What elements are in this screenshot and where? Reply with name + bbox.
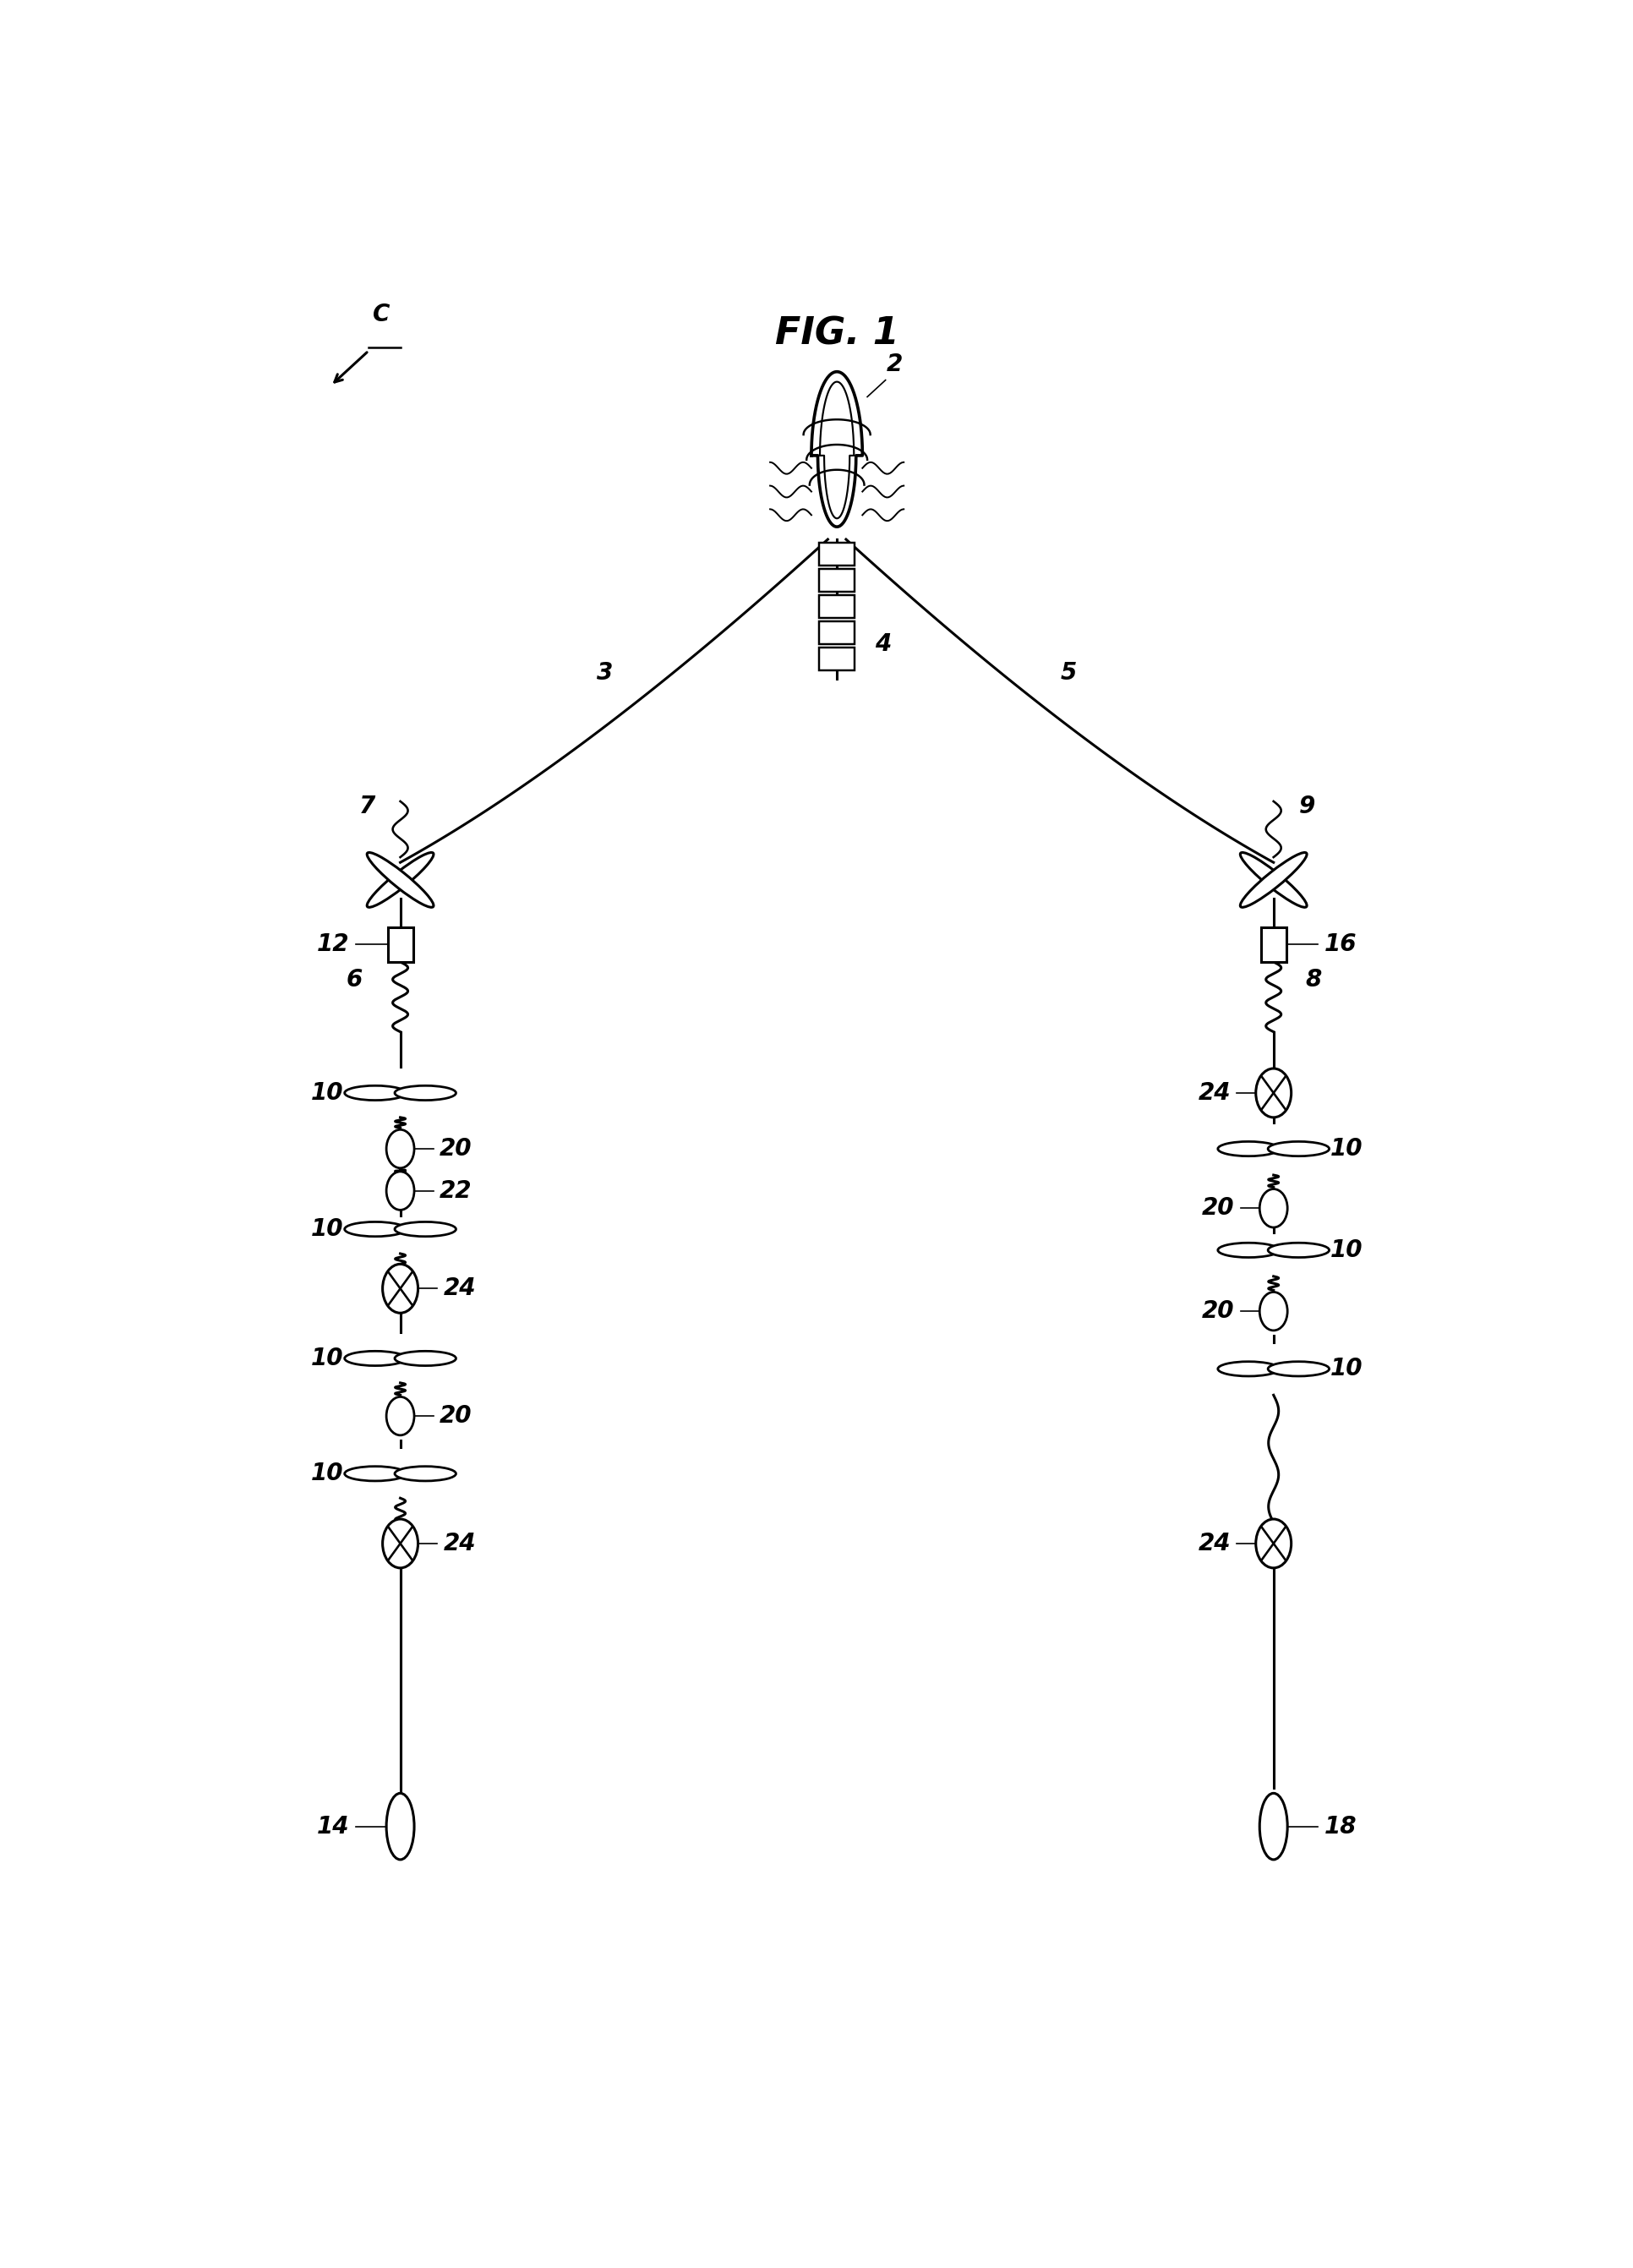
Text: 6: 6 (346, 968, 363, 991)
Circle shape (387, 1129, 415, 1168)
Text: 24: 24 (1199, 1531, 1231, 1556)
Text: 10: 10 (1331, 1238, 1364, 1261)
Text: 16: 16 (1324, 932, 1357, 957)
Text: 20: 20 (439, 1404, 472, 1429)
Ellipse shape (1218, 1361, 1279, 1377)
Ellipse shape (1239, 853, 1306, 907)
Text: 22: 22 (439, 1179, 472, 1202)
Text: 9: 9 (1298, 794, 1315, 819)
Ellipse shape (395, 1352, 456, 1365)
Text: 8: 8 (1305, 968, 1321, 991)
Ellipse shape (395, 1467, 456, 1481)
Ellipse shape (1267, 1243, 1329, 1256)
Text: 14: 14 (317, 1814, 349, 1839)
Text: 3: 3 (598, 660, 614, 685)
Text: 10: 10 (1331, 1356, 1364, 1381)
Ellipse shape (395, 1086, 456, 1100)
Circle shape (1259, 1188, 1287, 1227)
Ellipse shape (345, 1467, 407, 1481)
Text: 24: 24 (443, 1277, 475, 1300)
Ellipse shape (1267, 1361, 1329, 1377)
Ellipse shape (395, 1222, 456, 1236)
Text: 10: 10 (310, 1463, 343, 1486)
Text: 20: 20 (439, 1136, 472, 1161)
Text: 18: 18 (1324, 1814, 1357, 1839)
FancyBboxPatch shape (820, 594, 854, 617)
Circle shape (1259, 1293, 1287, 1331)
Circle shape (1256, 1520, 1292, 1567)
Circle shape (387, 1173, 415, 1209)
Text: 20: 20 (1202, 1198, 1235, 1220)
Text: 5: 5 (1060, 660, 1076, 685)
Text: 20: 20 (1202, 1300, 1235, 1322)
Circle shape (382, 1520, 418, 1567)
Ellipse shape (1259, 1794, 1287, 1860)
Text: C: C (372, 302, 390, 327)
Circle shape (387, 1397, 415, 1436)
Text: 2: 2 (887, 352, 903, 376)
Text: 10: 10 (310, 1082, 343, 1105)
FancyBboxPatch shape (820, 621, 854, 644)
Polygon shape (812, 372, 862, 526)
Text: 7: 7 (359, 794, 376, 819)
Text: 10: 10 (1331, 1136, 1364, 1161)
FancyBboxPatch shape (1261, 928, 1287, 962)
FancyBboxPatch shape (820, 542, 854, 565)
Ellipse shape (1239, 853, 1306, 907)
FancyBboxPatch shape (387, 928, 413, 962)
Text: 24: 24 (443, 1531, 475, 1556)
Ellipse shape (345, 1086, 407, 1100)
Text: 10: 10 (310, 1347, 343, 1370)
Ellipse shape (345, 1222, 407, 1236)
Ellipse shape (1218, 1243, 1279, 1256)
Ellipse shape (387, 1794, 415, 1860)
Ellipse shape (1218, 1141, 1279, 1157)
Text: 12: 12 (317, 932, 349, 957)
Text: 4: 4 (875, 633, 892, 655)
Ellipse shape (345, 1352, 407, 1365)
Text: 24: 24 (1199, 1082, 1231, 1105)
Ellipse shape (367, 853, 434, 907)
Circle shape (382, 1263, 418, 1313)
Circle shape (1256, 1068, 1292, 1118)
Text: 10: 10 (310, 1218, 343, 1241)
Ellipse shape (1267, 1141, 1329, 1157)
Text: FIG. 1: FIG. 1 (776, 315, 898, 352)
Ellipse shape (367, 853, 434, 907)
FancyBboxPatch shape (820, 649, 854, 671)
FancyBboxPatch shape (820, 569, 854, 592)
